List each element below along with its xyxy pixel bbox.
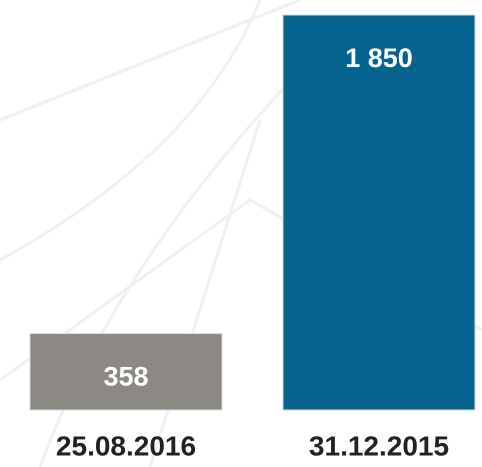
bar	[282, 14, 476, 411]
x-tick-label: 31.12.2015	[309, 430, 449, 461]
value-label: 1 850	[345, 43, 413, 73]
value-label: 358	[103, 362, 148, 392]
x-tick-label: 25.08.2016	[56, 430, 196, 461]
bar	[29, 333, 223, 411]
